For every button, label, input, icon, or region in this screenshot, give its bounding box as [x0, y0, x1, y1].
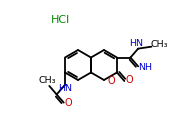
Text: O: O	[65, 98, 73, 108]
Text: O: O	[126, 75, 133, 85]
Text: O: O	[108, 76, 116, 86]
Text: CH₃: CH₃	[151, 40, 168, 49]
Text: HN: HN	[129, 39, 143, 48]
Text: HN: HN	[58, 84, 72, 93]
Text: HCl: HCl	[50, 15, 70, 25]
Text: CH₃: CH₃	[39, 76, 56, 85]
Text: NH: NH	[138, 63, 152, 72]
